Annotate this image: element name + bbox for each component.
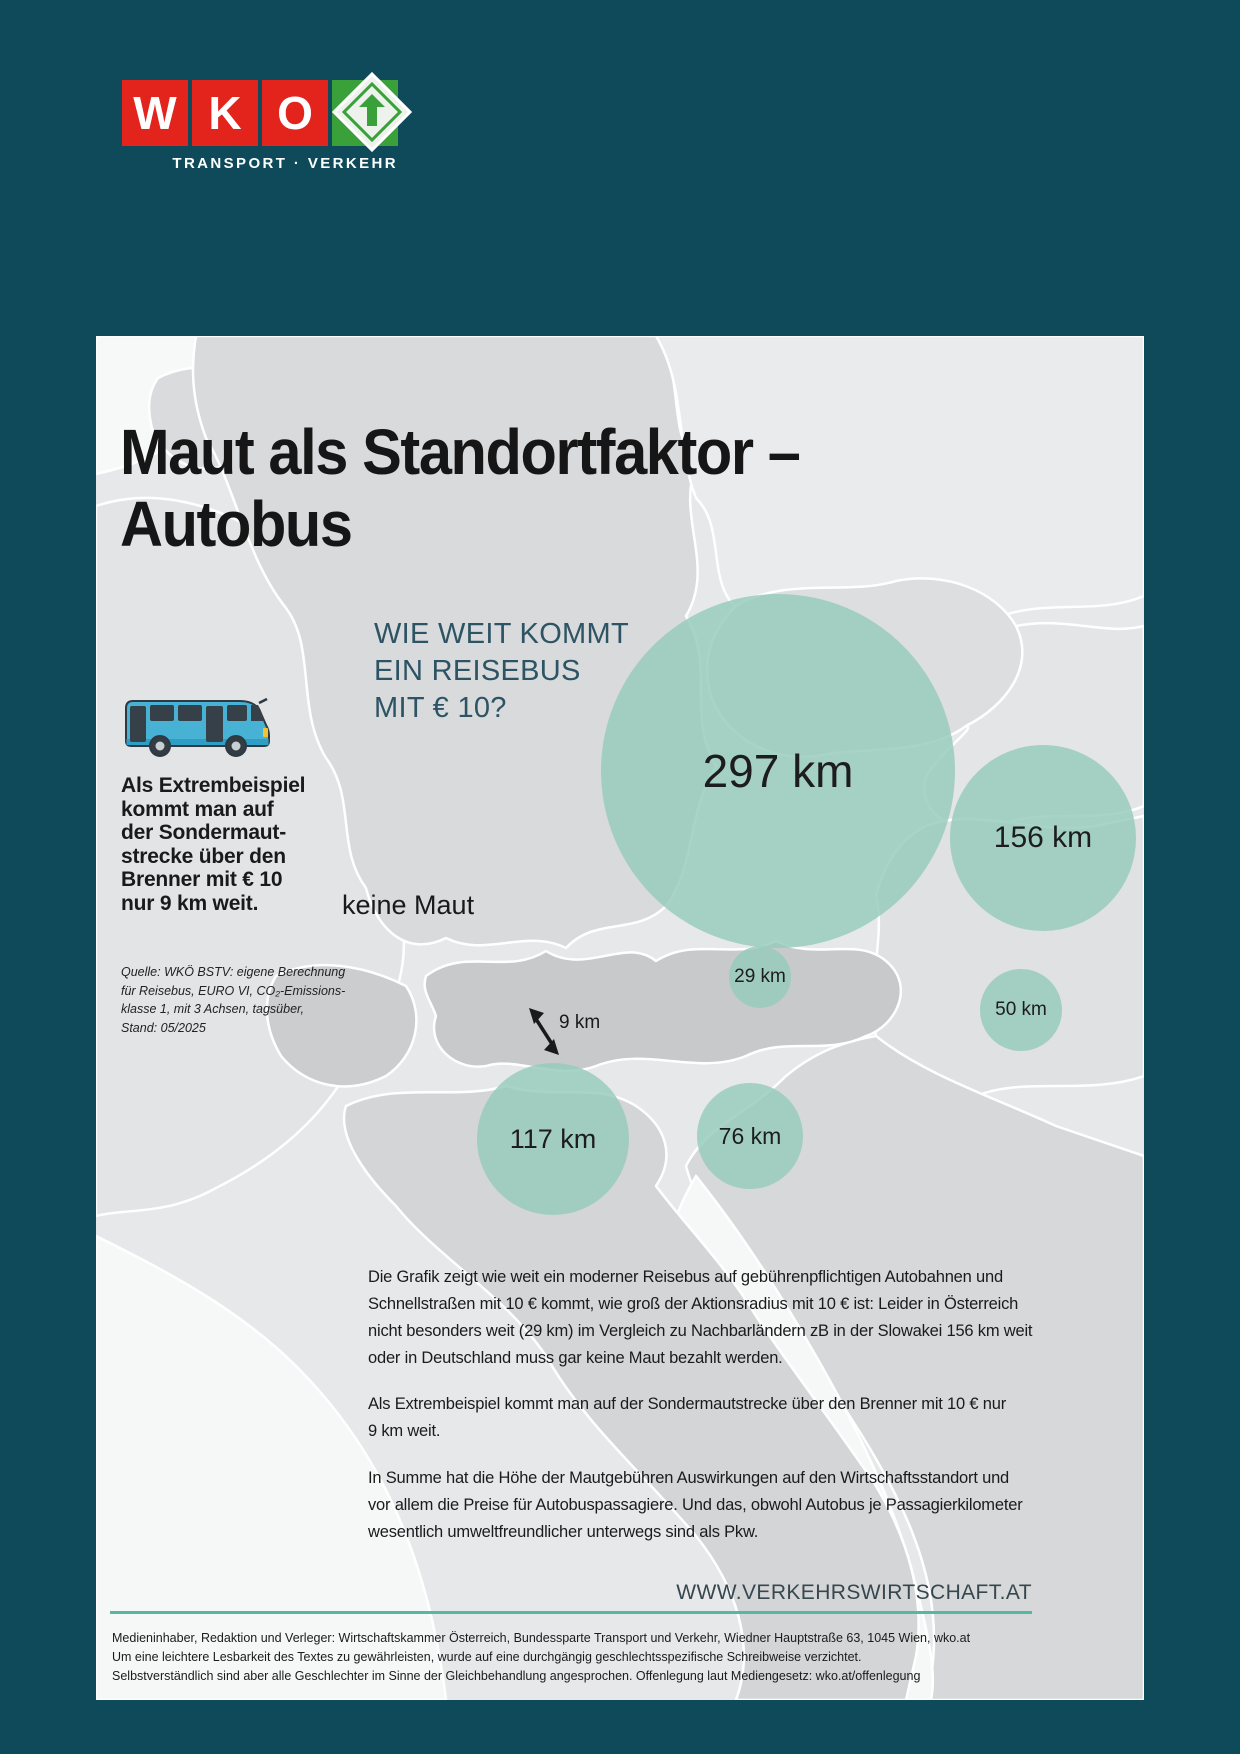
distance-bubble-29km: 29 km — [729, 946, 791, 1008]
imprint-line: Um eine leichtere Lesbarkeit des Textes … — [112, 1650, 862, 1664]
imprint-line: Selbstverständlich sind aber alle Geschl… — [112, 1669, 921, 1683]
imprint: Medieninhaber, Redaktion und Verleger: W… — [112, 1629, 970, 1686]
distance-bubble-76km: 76 km — [697, 1083, 803, 1189]
content-panel: Maut als Standortfaktor – Autobus WIE WE… — [96, 336, 1144, 1700]
bus-icon — [125, 697, 270, 757]
body-paragraph-1: Die Grafik zeigt wie weit ein moderner R… — [368, 1268, 1033, 1367]
source-note: Quelle: WKÖ BSTV: eigene Berechnung für … — [121, 965, 346, 1035]
wko-logo: W K O TRANSPORT · VERKEHR — [122, 71, 413, 172]
bubble-label: 50 km — [995, 999, 1047, 1020]
logo-letter-o: O — [262, 80, 328, 146]
wko-fachverband-emblem-icon — [331, 71, 413, 153]
bubble-label: 76 km — [718, 1122, 782, 1149]
distance-bubble-156km: 156 km — [950, 745, 1136, 931]
logo-green-square — [331, 71, 413, 153]
logo-letter: K — [208, 87, 242, 139]
body-paragraph-3: In Summe hat die Höhe der Mautgebühren A… — [368, 1469, 1023, 1541]
logo-subtitle: TRANSPORT · VERKEHR — [172, 155, 398, 172]
website-url: WWW.VERKEHRSWIRTSCHAFT.AT — [676, 1581, 1032, 1604]
chart-question: WIE WEIT KOMMT EIN REISEBUS MIT € 10? — [374, 618, 629, 724]
map-region — [265, 963, 418, 1088]
logo-letter: O — [277, 87, 313, 139]
logo-letter-w: W — [122, 80, 188, 146]
logo-letter-k: K — [192, 80, 258, 146]
distance-bubble-117km: 117 km — [477, 1063, 629, 1215]
footer-divider — [110, 1611, 1032, 1614]
logo-letter: W — [133, 87, 177, 139]
body-paragraph-2: Als Extrembeispiel kommt man auf der Son… — [368, 1395, 1007, 1440]
distance-arrow-icon — [529, 1008, 559, 1055]
distance-bubble-50km: 50 km — [980, 969, 1062, 1051]
wko-logo-squares: W K O — [122, 71, 413, 153]
no-toll-label: keine Maut — [342, 890, 475, 920]
map-sea-west — [96, 1234, 448, 1700]
bubble-label: 156 km — [993, 821, 1093, 854]
brenner-side-note: Als Extrembeispiel kommt man auf der Son… — [121, 774, 306, 915]
bubble-label: 297 km — [702, 745, 854, 797]
distance-bubble-297km: 297 km — [601, 594, 955, 948]
bubble-label: 29 km — [734, 966, 786, 987]
bubble-label: 117 km — [509, 1123, 597, 1154]
page-title: Maut als Standortfaktor – Autobus — [120, 416, 801, 560]
distance-arrow-label: 9 km — [559, 1012, 601, 1033]
map-region — [191, 336, 718, 950]
imprint-line: Medieninhaber, Redaktion und Verleger: W… — [112, 1631, 971, 1645]
